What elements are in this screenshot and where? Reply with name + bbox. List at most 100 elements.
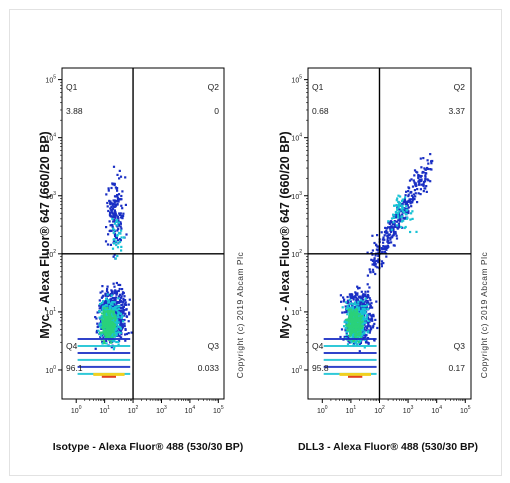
event-dot (120, 300, 123, 303)
event-dot (349, 329, 352, 332)
event-dot (394, 225, 397, 228)
event-dot (118, 335, 121, 338)
event-dot (411, 217, 414, 220)
event-dot (407, 195, 410, 198)
event-peak (101, 375, 116, 378)
event-dot (413, 189, 416, 192)
event-dot (130, 331, 133, 334)
event-dot (119, 321, 122, 324)
event-dot (101, 305, 105, 308)
event-dot (346, 318, 349, 321)
event-dot (395, 199, 398, 202)
event-dot (394, 210, 397, 214)
event-dot (420, 174, 423, 178)
event-dot (119, 225, 122, 228)
event-dot (364, 290, 367, 293)
event-dot (349, 334, 352, 337)
event-dot (390, 227, 393, 230)
event-dot (429, 168, 432, 171)
event-dot (118, 309, 121, 312)
event-dot (350, 302, 353, 305)
event-dot (359, 315, 362, 319)
event-dot (405, 213, 408, 216)
event-dot (356, 298, 359, 301)
event-dot (113, 238, 116, 241)
event-dot (108, 325, 111, 328)
event-dot (361, 334, 364, 337)
event-dot (366, 251, 369, 254)
event-dot (402, 207, 405, 210)
event-dot (389, 229, 392, 232)
right-panel: Myc - Alexa Fluor® 647 (660/20 BP) DLL3 … (278, 67, 489, 453)
event-dot (122, 236, 126, 239)
event-dot (374, 254, 377, 257)
event-dot (346, 295, 349, 299)
event-dot (340, 300, 343, 303)
event-dot (109, 334, 112, 337)
event-dot (110, 323, 113, 327)
event-dot (118, 293, 122, 296)
event-dot (119, 327, 122, 330)
event-dot (362, 332, 365, 335)
event-dot (341, 306, 344, 309)
event-dot (113, 253, 116, 256)
event-dot (117, 224, 120, 227)
event-dot (115, 334, 118, 337)
event-dot (356, 339, 359, 343)
event-dot (116, 246, 120, 249)
event-dot (393, 223, 396, 226)
event-dot (373, 241, 376, 245)
right-q2-label: Q2 (454, 82, 466, 92)
event-dot (368, 268, 371, 271)
event-dot (386, 238, 389, 241)
event-dot (128, 313, 131, 316)
event-dot (388, 233, 391, 236)
event-dot (365, 316, 368, 319)
event-dot (430, 168, 433, 171)
event-dot (356, 325, 360, 329)
event-dot (355, 300, 358, 303)
event-dot (109, 211, 112, 214)
event-dot (110, 341, 113, 344)
event-dot (117, 283, 120, 286)
event-dot (427, 162, 430, 165)
event-dot (396, 224, 399, 227)
event-dot (114, 325, 117, 328)
event-dot (109, 315, 112, 318)
event-dot (370, 302, 373, 305)
event-dot (113, 335, 116, 338)
event-dot (116, 189, 119, 192)
event-dot (357, 317, 360, 321)
event-dot (362, 293, 365, 296)
event-dot (346, 320, 349, 323)
event-dot (354, 313, 357, 316)
event-dot (372, 270, 375, 274)
event-dot (351, 318, 354, 321)
right-q3-label: Q3 (454, 341, 466, 351)
x-tick-label: 105 (460, 405, 471, 415)
event-dot (120, 227, 123, 230)
event-dot (120, 249, 123, 252)
event-dot (114, 240, 118, 243)
event-dot (111, 204, 114, 207)
event-dot (365, 339, 368, 342)
event-dot (366, 283, 369, 286)
event-dot (397, 211, 400, 214)
event-dot (115, 292, 119, 295)
event-dot (382, 245, 385, 248)
event-dot (94, 347, 97, 350)
event-dot (376, 326, 379, 330)
event-dot (125, 315, 128, 318)
event-dot (109, 202, 112, 205)
event-dot (366, 300, 369, 303)
event-dot (117, 200, 120, 203)
event-dot (108, 314, 111, 318)
event-dot (347, 301, 350, 304)
event-dot (123, 295, 126, 298)
event-dot (103, 312, 106, 315)
event-dot (400, 204, 403, 207)
event-dot (115, 290, 118, 293)
event-dot (122, 214, 125, 217)
event-dot (105, 310, 108, 313)
event-dot (355, 308, 358, 311)
